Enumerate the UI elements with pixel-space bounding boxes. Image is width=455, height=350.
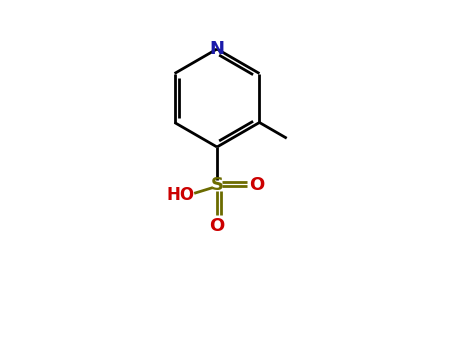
Text: HO: HO [166,186,194,204]
Text: S: S [211,176,223,195]
Text: O: O [250,176,265,195]
Text: N: N [209,40,224,58]
Text: O: O [209,217,225,235]
